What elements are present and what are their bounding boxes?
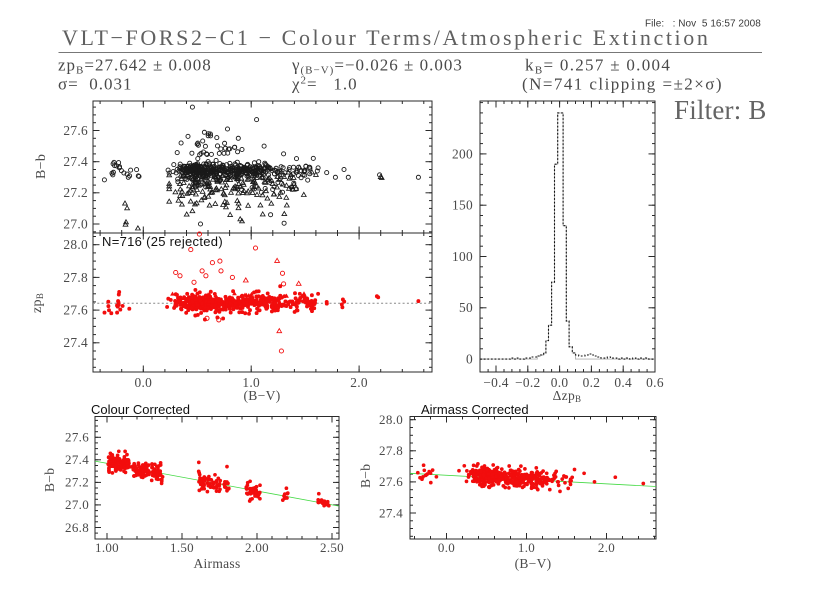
svg-text:File: : Nov 5 16:57 2008: File: : Nov 5 16:57 2008 — [645, 19, 761, 30]
svg-text:27.4: 27.4 — [63, 154, 88, 169]
svg-text:0.0: 0.0 — [551, 375, 569, 390]
svg-text:ΔzpB: ΔzpB — [553, 388, 582, 404]
svg-text:0.0: 0.0 — [438, 540, 455, 555]
svg-text:kB= 0.257 ± 0.004: kB= 0.257 ± 0.004 — [525, 56, 671, 77]
svg-text:27.0: 27.0 — [65, 497, 89, 512]
svg-text:27.6: 27.6 — [63, 123, 88, 138]
svg-text:N=716 (25 rejected): N=716 (25 rejected) — [102, 234, 223, 249]
svg-text:χ2= 1.0: χ2= 1.0 — [291, 75, 358, 94]
svg-text:VLT−FORS2−C1 − Colour Terms/At: VLT−FORS2−C1 − Colour Terms/Atmospheric … — [62, 25, 710, 50]
svg-text:1.00: 1.00 — [95, 540, 119, 555]
svg-text:−0.4: −0.4 — [483, 375, 509, 390]
svg-text:28.0: 28.0 — [63, 237, 88, 252]
svg-text:27.6: 27.6 — [63, 303, 88, 318]
svg-text:0.6: 0.6 — [646, 375, 664, 390]
svg-text:zpB=27.642 ± 0.008: zpB=27.642 ± 0.008 — [58, 56, 212, 77]
svg-text:150: 150 — [452, 198, 473, 213]
svg-text:−0.2: −0.2 — [515, 375, 541, 390]
svg-text:2.0: 2.0 — [598, 540, 615, 555]
svg-text:27.2: 27.2 — [63, 185, 88, 200]
svg-text:Airmass: Airmass — [193, 556, 240, 571]
svg-text:B−b: B−b — [358, 464, 373, 488]
svg-text:27.8: 27.8 — [63, 270, 88, 285]
svg-text:27.4: 27.4 — [379, 505, 403, 520]
svg-text:1.0: 1.0 — [518, 540, 535, 555]
svg-text:2.50: 2.50 — [320, 540, 344, 555]
svg-text:2.00: 2.00 — [245, 540, 269, 555]
svg-text:(B−V): (B−V) — [515, 556, 552, 571]
svg-text:(N=741 clipping =±2×σ): (N=741 clipping =±2×σ) — [522, 75, 723, 94]
svg-text:Colour Corrected: Colour Corrected — [91, 402, 190, 417]
svg-text:27.4: 27.4 — [65, 452, 89, 467]
svg-text:Airmass Corrected: Airmass Corrected — [421, 402, 529, 417]
svg-text:(B−V): (B−V) — [243, 388, 280, 404]
svg-text:28.0: 28.0 — [379, 412, 403, 427]
svg-text:0: 0 — [466, 352, 473, 367]
svg-text:1.50: 1.50 — [170, 540, 194, 555]
svg-text:200: 200 — [452, 146, 473, 161]
svg-text:27.4: 27.4 — [63, 335, 88, 350]
svg-text:γ(B−V)=−0.026 ± 0.003: γ(B−V)=−0.026 ± 0.003 — [291, 56, 463, 77]
svg-text:Filter: B: Filter: B — [674, 95, 767, 125]
svg-text:1.0: 1.0 — [242, 375, 260, 390]
svg-text:B−b: B−b — [34, 154, 49, 179]
svg-text:100: 100 — [452, 249, 473, 264]
svg-text:26.8: 26.8 — [65, 520, 89, 535]
svg-text:27.6: 27.6 — [379, 474, 403, 489]
svg-text:0.0: 0.0 — [134, 375, 152, 390]
svg-text:27.0: 27.0 — [63, 216, 88, 231]
svg-text:B−b: B−b — [42, 468, 57, 492]
svg-text:σ= 0.031: σ= 0.031 — [58, 75, 133, 94]
svg-text:2.0: 2.0 — [350, 375, 368, 390]
svg-text:27.2: 27.2 — [65, 475, 89, 490]
svg-text:0.4: 0.4 — [614, 375, 632, 390]
svg-text:27.6: 27.6 — [65, 430, 89, 445]
svg-text:0.2: 0.2 — [583, 375, 601, 390]
svg-text:27.8: 27.8 — [379, 443, 403, 458]
svg-text:50: 50 — [459, 300, 473, 315]
